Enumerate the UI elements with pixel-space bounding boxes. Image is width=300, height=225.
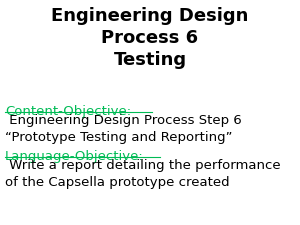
Text: Language-Objective:: Language-Objective: [5,150,144,163]
Text: Write a report detailing the performance
of the Capsella prototype created: Write a report detailing the performance… [5,159,281,189]
Text: Content-Objective:: Content-Objective: [5,105,131,118]
Text: Engineering Design Process Step 6
“Prototype Testing and Reporting”: Engineering Design Process Step 6 “Proto… [5,114,242,144]
Text: Engineering Design
Process 6
Testing: Engineering Design Process 6 Testing [51,7,249,69]
